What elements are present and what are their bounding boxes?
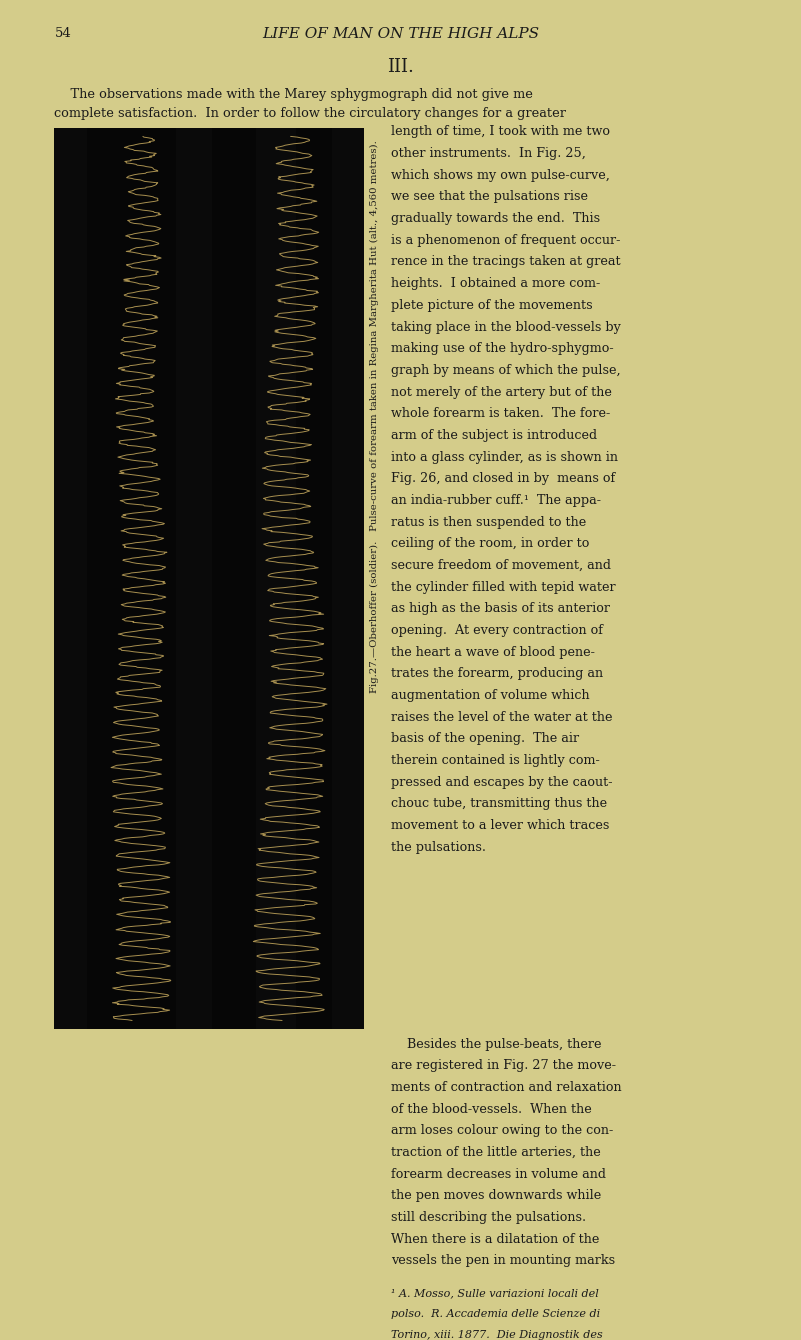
Text: Besides the pulse-beats, there: Besides the pulse-beats, there: [391, 1037, 602, 1051]
Text: still describing the pulsations.: still describing the pulsations.: [391, 1211, 586, 1223]
Text: ratus is then suspended to the: ratus is then suspended to the: [391, 516, 586, 528]
Text: augmentation of volume which: augmentation of volume which: [391, 689, 590, 702]
Text: the pen moves downwards while: the pen moves downwards while: [391, 1189, 601, 1202]
Text: an india-rubber cuff.¹  The appa-: an india-rubber cuff.¹ The appa-: [391, 494, 601, 507]
Text: secure freedom of movement, and: secure freedom of movement, and: [391, 559, 611, 572]
Text: is a phenomenon of frequent occur-: is a phenomenon of frequent occur-: [391, 233, 620, 247]
Text: forearm decreases in volume and: forearm decreases in volume and: [391, 1167, 606, 1181]
Text: chouc tube, transmitting thus the: chouc tube, transmitting thus the: [391, 797, 607, 811]
Text: pressed and escapes by the caout-: pressed and escapes by the caout-: [391, 776, 613, 789]
Text: When there is a dilatation of the: When there is a dilatation of the: [391, 1233, 599, 1246]
Text: we see that the pulsations rise: we see that the pulsations rise: [391, 190, 588, 204]
Text: the heart a wave of blood pene-: the heart a wave of blood pene-: [391, 646, 595, 659]
Text: Torino, xiii. 1877.  Die Diagnostik des: Torino, xiii. 1877. Die Diagnostik des: [391, 1329, 602, 1340]
Text: Fig. 26, and closed in by  means of: Fig. 26, and closed in by means of: [391, 472, 615, 485]
Bar: [54, 127, 87, 1029]
Text: of the blood-vessels.  When the: of the blood-vessels. When the: [391, 1103, 592, 1115]
Text: heights.  I obtained a more com-: heights. I obtained a more com-: [391, 277, 600, 291]
Text: opening.  At every contraction of: opening. At every contraction of: [391, 624, 603, 636]
Text: ments of contraction and relaxation: ments of contraction and relaxation: [391, 1081, 622, 1093]
Text: ¹ A. Mosso, Sulle variazioni locali del: ¹ A. Mosso, Sulle variazioni locali del: [391, 1288, 598, 1298]
Text: length of time, I took with me two: length of time, I took with me two: [391, 126, 610, 138]
Text: trates the forearm, producing an: trates the forearm, producing an: [391, 667, 603, 681]
Text: arm of the subject is introduced: arm of the subject is introduced: [391, 429, 597, 442]
Text: LIFE OF MAN ON THE HIGH ALPS: LIFE OF MAN ON THE HIGH ALPS: [262, 27, 539, 40]
Text: as high as the basis of its anterior: as high as the basis of its anterior: [391, 602, 610, 615]
Text: therein contained is lightly com-: therein contained is lightly com-: [391, 754, 600, 766]
Text: other instruments.  In Fig. 25,: other instruments. In Fig. 25,: [391, 147, 586, 159]
Text: taking place in the blood-vessels by: taking place in the blood-vessels by: [391, 320, 621, 334]
Text: raises the level of the water at the: raises the level of the water at the: [391, 710, 613, 724]
Text: making use of the hydro-sphygmo-: making use of the hydro-sphygmo-: [391, 342, 614, 355]
Text: the cylinder filled with tepid water: the cylinder filled with tepid water: [391, 580, 615, 594]
Text: movement to a lever which traces: movement to a lever which traces: [391, 819, 610, 832]
Text: 54: 54: [54, 27, 71, 40]
Text: arm loses colour owing to the con-: arm loses colour owing to the con-: [391, 1124, 613, 1138]
Text: basis of the opening.  The air: basis of the opening. The air: [391, 733, 579, 745]
Text: rence in the tracings taken at great: rence in the tracings taken at great: [391, 256, 621, 268]
Text: complete satisfaction.  In order to follow the circulatory changes for a greater: complete satisfaction. In order to follo…: [54, 107, 566, 121]
Bar: [54, 127, 364, 1029]
Text: III.: III.: [387, 59, 414, 76]
Text: plete picture of the movements: plete picture of the movements: [391, 299, 593, 312]
Text: whole forearm is taken.  The fore-: whole forearm is taken. The fore-: [391, 407, 610, 421]
Text: graph by means of which the pulse,: graph by means of which the pulse,: [391, 364, 621, 377]
Text: which shows my own pulse-curve,: which shows my own pulse-curve,: [391, 169, 610, 182]
Bar: [332, 127, 364, 1029]
Text: vessels the pen in mounting marks: vessels the pen in mounting marks: [391, 1254, 615, 1268]
Text: not merely of the artery but of the: not merely of the artery but of the: [391, 386, 612, 398]
Bar: [256, 127, 296, 1029]
Text: are registered in Fig. 27 the move-: are registered in Fig. 27 the move-: [391, 1059, 616, 1072]
Text: the pulsations.: the pulsations.: [391, 840, 486, 854]
Text: traction of the little arteries, the: traction of the little arteries, the: [391, 1146, 601, 1159]
Text: The observations made with the Marey sphygmograph did not give me: The observations made with the Marey sph…: [54, 87, 533, 100]
Text: gradually towards the end.  This: gradually towards the end. This: [391, 212, 600, 225]
Text: polso.  R. Accademia delle Scienze di: polso. R. Accademia delle Scienze di: [391, 1309, 600, 1319]
Text: ceiling of the room, in order to: ceiling of the room, in order to: [391, 537, 590, 551]
Text: Fig.27.—Oberhoffer (soldier).   Pulse-curve of forearm taken in Regina Margherit: Fig.27.—Oberhoffer (soldier). Pulse-curv…: [370, 141, 379, 693]
Text: into a glass cylinder, as is shown in: into a glass cylinder, as is shown in: [391, 450, 618, 464]
Bar: [176, 127, 212, 1029]
